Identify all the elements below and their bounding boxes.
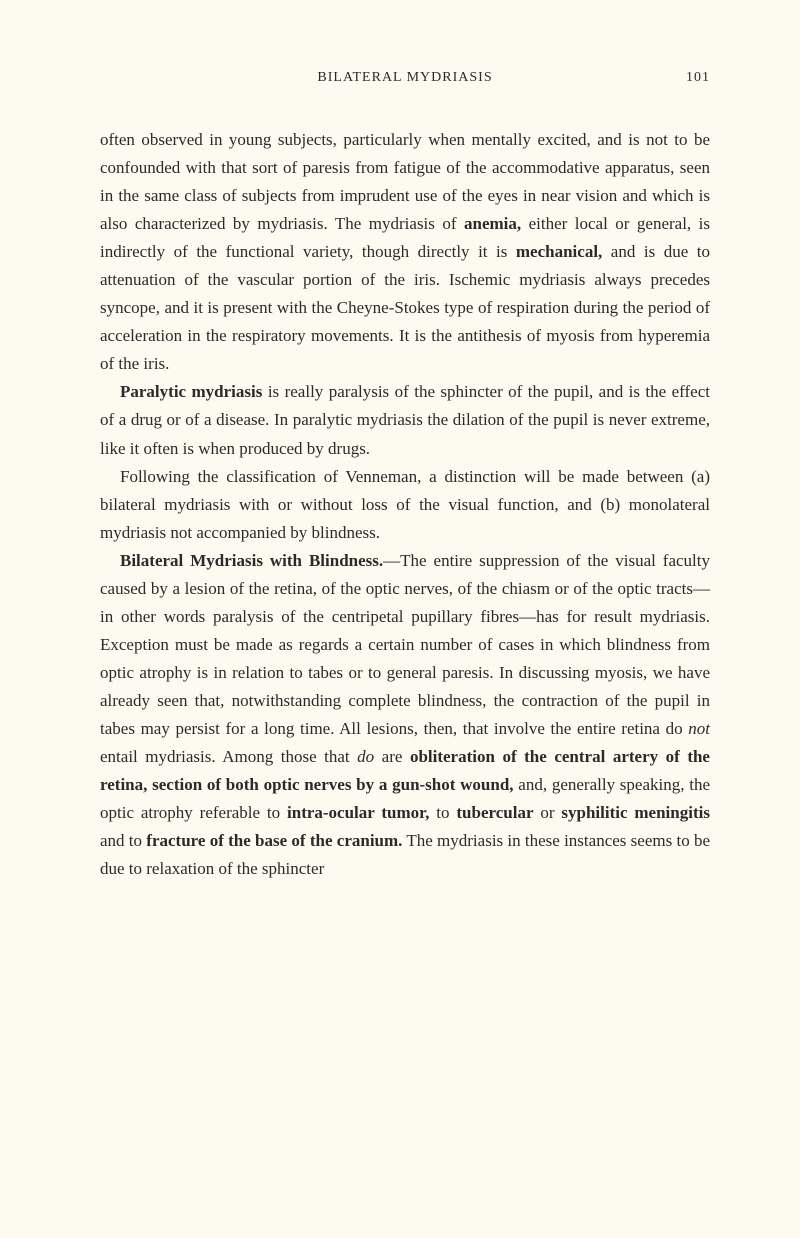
bold-text: anemia,	[464, 214, 521, 233]
text-span: to	[429, 803, 456, 822]
text-span: Following the classification of Venneman…	[100, 467, 710, 542]
text-span: and is due to attenuation of the vascula…	[100, 242, 710, 373]
paragraph-2: Paralytic mydriasis is really paralysis …	[100, 378, 710, 462]
bold-text: Paralytic mydriasis	[120, 382, 262, 401]
bold-text: fracture of the base of the cranium.	[146, 831, 402, 850]
text-span: entail mydriasis. Among those that	[100, 747, 357, 766]
bold-text: Bilateral Mydriasis with Blindness.	[120, 551, 383, 570]
text-span: —The entire suppression of the visual fa…	[100, 551, 710, 738]
header-spacer	[100, 70, 140, 86]
italic-text: not	[688, 719, 710, 738]
page-header: BILATERAL MYDRIASIS 101	[100, 70, 710, 86]
body-text: often observed in young subjects, partic…	[100, 126, 710, 883]
paragraph-1: often observed in young subjects, partic…	[100, 126, 710, 378]
paragraph-4: Bilateral Mydriasis with Blindness.—The …	[100, 547, 710, 884]
paragraph-3: Following the classification of Venneman…	[100, 463, 710, 547]
bold-text: syphilitic meningitis	[561, 803, 710, 822]
text-span: or	[534, 803, 562, 822]
bold-text: mechanical,	[516, 242, 602, 261]
italic-text: do	[357, 747, 374, 766]
page-number: 101	[670, 70, 710, 86]
bold-text: tubercular	[456, 803, 533, 822]
bold-text: intra-ocular tumor,	[287, 803, 429, 822]
text-span: are	[374, 747, 410, 766]
header-title: BILATERAL MYDRIASIS	[140, 70, 670, 86]
text-span: and to	[100, 831, 146, 850]
